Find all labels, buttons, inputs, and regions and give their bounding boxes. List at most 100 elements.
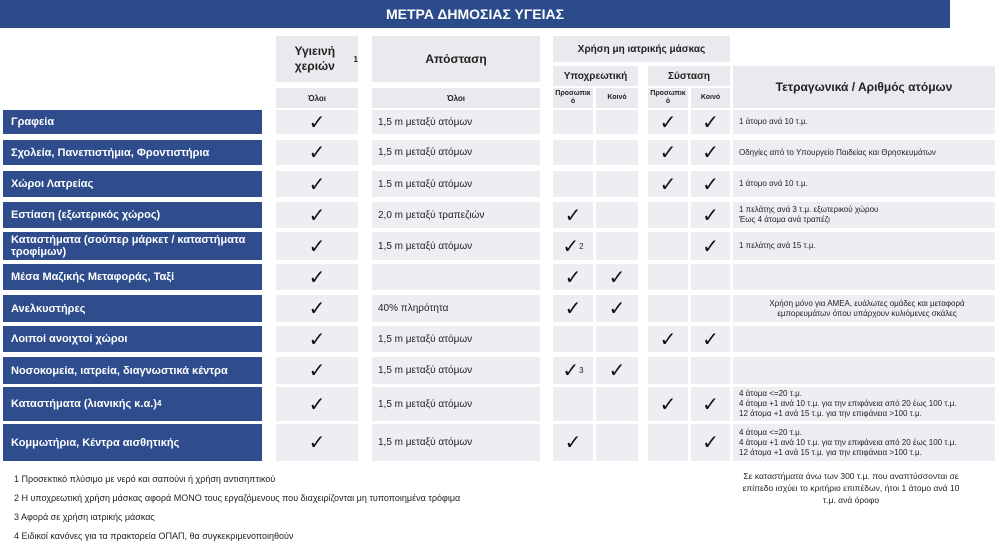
header-sub: Όλοι	[446, 93, 466, 103]
area-cell	[733, 264, 995, 290]
cell	[372, 264, 540, 290]
distance-text: 1,5 m μεταξύ ατόμων	[378, 365, 473, 376]
cell	[596, 326, 638, 352]
row-label: Εστίαση (εξωτερικός χώρος)	[3, 202, 262, 228]
cell: ✓	[691, 326, 730, 352]
header-text: Υγιεινή χεριών	[294, 44, 336, 73]
check-mark: ✓	[608, 266, 626, 289]
header-text: Τετραγωνικά / Αριθμός ατόμων	[775, 80, 953, 94]
cell: ✓	[596, 295, 638, 322]
row-label-text: Μέσα Μαζικής Μεταφοράς, Ταξί	[11, 271, 175, 283]
cell: ✓	[276, 295, 358, 322]
check-mark: ✓	[659, 173, 677, 196]
distance-text: 1,5 m μεταξύ ατόμων	[378, 240, 473, 252]
cell: ✓	[596, 264, 638, 290]
distance-text: 1,5 m μεταξύ ατόμων	[378, 398, 473, 410]
footnote-ref: 4	[156, 399, 162, 408]
cell	[553, 326, 593, 352]
cell	[553, 140, 593, 165]
check-mark: ✓	[702, 432, 719, 454]
check-mark: ✓	[308, 328, 326, 351]
area-cell: 1 πελάτης ανά 3 τ.μ. εξωτερικού χώρου Έως…	[733, 202, 995, 228]
header-cell: Προσωπικό	[553, 88, 593, 108]
area-cell	[733, 357, 995, 384]
row-label-text: Γραφεία	[11, 116, 55, 128]
area-text: 4 άτομα +1 ανά 10 τ.μ. για την επιφάνεια…	[739, 399, 957, 408]
cell	[596, 171, 638, 197]
area-text: Οδηγίες από το Υπουργείο Παιδείας και Θρ…	[739, 147, 936, 157]
header-cell: Σύσταση	[648, 66, 730, 86]
area-text: 1 άτομο ανά 10 τ.μ.	[739, 117, 808, 126]
check-mark: ✓	[564, 266, 582, 289]
check-mark: ✓	[308, 173, 326, 196]
cell	[596, 232, 638, 260]
cell: ✓	[276, 424, 358, 461]
area-text: 12 άτομα +1 ανά 15 τ.μ. για την επιφάνει…	[739, 409, 922, 418]
area-text: 1 άτομο ανά 10 τ.μ.	[739, 179, 808, 188]
cell: ✓	[553, 264, 593, 290]
area-text: 1 πελάτης ανά 3 τ.μ. εξωτερικού χώρου	[739, 205, 879, 214]
row-label: Μέσα Μαζικής Μεταφοράς, Ταξί	[3, 264, 262, 290]
check-mark: ✓	[702, 328, 719, 351]
area-cell: Οδηγίες από το Υπουργείο Παιδείας και Θρ…	[733, 140, 995, 165]
cell: ✓	[276, 110, 358, 134]
footnote-ref: 2	[579, 241, 584, 251]
distance-text: 1.5 m μεταξύ ατόμων	[378, 178, 473, 190]
row-label-text: Χώροι Λατρείας	[11, 178, 94, 190]
area-cell: Χρήση μόνο για ΑΜΕΑ, ευάλωτες ομάδες και…	[733, 295, 995, 322]
cell	[596, 424, 638, 461]
check-mark: ✓	[702, 173, 719, 196]
cell	[648, 295, 688, 322]
header-cell: Κοινό	[691, 88, 730, 108]
check-mark: ✓	[308, 142, 326, 164]
cell: ✓	[276, 264, 358, 290]
cell	[691, 295, 730, 322]
cell: ✓	[691, 202, 730, 228]
footnote: 4 Ειδικοί κανόνες για τα πρακτορεία ΟΠΑΠ…	[14, 531, 294, 541]
row-label-text: Λοιποί ανοιχτοί χώροι	[11, 333, 128, 345]
cell: ✓	[276, 202, 358, 228]
footnote: 3 Αφορά σε χρήση ιατρικής μάσκας	[14, 512, 155, 522]
cell: 1,5 m μεταξύ ατόμων	[372, 424, 540, 461]
check-mark: ✓	[562, 360, 580, 382]
area-cell: 4 άτομα <=20 τ.μ. 4 άτομα +1 ανά 10 τ.μ. …	[733, 387, 995, 421]
cell	[596, 140, 638, 165]
cell: 1.5 m μεταξύ ατόμων	[372, 171, 540, 197]
row-label: Ανελκυστήρες	[3, 295, 262, 322]
cell: ✓	[648, 140, 688, 165]
area-cell: 4 άτομα <=20 τ.μ. 4 άτομα +1 ανά 10 τ.μ. …	[733, 424, 995, 461]
check-mark: ✓	[308, 235, 326, 258]
row-label-text: Ανελκυστήρες	[11, 302, 86, 315]
header-cell: Απόσταση	[372, 36, 540, 82]
area-note: Σε καταστήματα άνω των 300 τ.μ. που αναπ…	[742, 471, 960, 505]
row-label-text: Εστίαση (εξωτερικός χώρος)	[11, 209, 161, 221]
header-cell: Υποχρεωτική	[553, 66, 638, 86]
cell: ✓	[553, 202, 593, 228]
header-cell: Υγιεινή χεριών 1	[276, 36, 358, 82]
footnote-ref: 3	[579, 366, 584, 375]
row-label-text: Καταστήματα (σούπερ μάρκετ / καταστήματα…	[11, 234, 246, 258]
cell	[596, 110, 638, 134]
header-cell: Κοινό	[596, 88, 638, 108]
check-mark: ✓	[308, 111, 326, 134]
row-label: Γραφεία	[3, 110, 262, 134]
check-mark: ✓	[659, 111, 677, 134]
header-cell: Όλοι	[372, 88, 540, 108]
row-label: Νοσοκομεία, ιατρεία, διαγνωστικά κέντρα	[3, 357, 262, 384]
distance-text: 1,5 m μεταξύ ατόμων	[378, 333, 473, 345]
area-text: 1 πελάτης ανά 15 τ.μ.	[739, 241, 816, 250]
area-text: 4 άτομα +1 ανά 10 τ.μ. για την επιφάνεια…	[739, 437, 957, 447]
area-cell: 1 άτομο ανά 10 τ.μ.	[733, 171, 995, 197]
cell	[691, 357, 730, 384]
header-sub: Κοινό	[607, 94, 627, 101]
cell	[648, 424, 688, 461]
footnote: 2 Η υποχρεωτική χρήση μάσκας αφορά ΜΟΝΟ …	[14, 493, 461, 503]
header-sub: Προσωπικό	[650, 90, 686, 105]
check-mark: ✓	[308, 266, 326, 289]
distance-text: 1,5 m μεταξύ ατόμων	[378, 437, 473, 448]
row-label-text: Σχολεία, Πανεπιστήμια, Φροντιστήρια	[11, 146, 210, 159]
cell: 1,5 m μεταξύ ατόμων	[372, 232, 540, 260]
area-cell: 1 άτομο ανά 10 τ.μ.	[733, 110, 995, 134]
title: ΜΕΤΡΑ ΔΗΜΟΣΙΑΣ ΥΓΕΙΑΣ	[386, 6, 564, 22]
